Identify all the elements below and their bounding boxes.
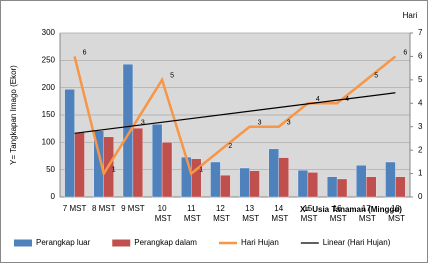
data-label: 1 (112, 166, 116, 173)
bar (210, 161, 221, 198)
x-tick-line: MST (182, 214, 201, 223)
x-tick-label: 10 MST (153, 204, 172, 223)
x-tick-label: 14 MST (269, 204, 288, 223)
y2-tick-label: 7 (418, 28, 423, 37)
data-label: 5 (170, 73, 174, 80)
x-tick-label: 13 MST (240, 204, 259, 223)
x-tick-line: 13 (245, 204, 254, 213)
y-tick-label: 250 (42, 55, 56, 64)
data-label: 6 (403, 49, 407, 56)
legend-swatch (14, 239, 32, 247)
bar (64, 89, 75, 198)
x-tick-line: 10 (158, 204, 167, 213)
bar (161, 142, 173, 198)
legend-label: Linear (Hari Hujan) (323, 238, 391, 247)
y-axis-label: Y= Tangkapan Imago (Ekor) (9, 65, 18, 165)
y-tick-label: 50 (46, 165, 55, 174)
bar (356, 165, 367, 198)
x-tick-line: MST (240, 214, 259, 223)
y2-tick-label: 6 (418, 52, 423, 61)
bar (239, 167, 250, 198)
y-tick-label: 150 (42, 110, 56, 119)
data-label: 3 (287, 120, 291, 127)
bar (268, 148, 279, 198)
x-tick-label: 7 MST (63, 204, 87, 213)
x-tick-label: 16 MST (328, 204, 347, 223)
data-label: 4 (316, 96, 320, 103)
bar (132, 127, 143, 198)
data-label: 4 (345, 96, 349, 103)
x-tick-label: 9 MST (121, 204, 145, 213)
bar (74, 132, 85, 198)
x-tick-label: 15 MST (298, 204, 317, 223)
legend-label: Hari Hujan (241, 238, 279, 247)
bar (307, 172, 318, 198)
x-tick-line: 11 (187, 204, 196, 213)
x-axis-label: X= Usia Tanaman (Minggu) (300, 205, 402, 214)
data-label: 3 (141, 120, 145, 127)
x-tick-label: 17 MST (357, 204, 376, 223)
y2-tick-label: 0 (418, 192, 423, 201)
bar (336, 178, 348, 198)
x-tick-line: 16 (333, 204, 342, 213)
x-tick-line: MST (153, 214, 172, 223)
trend-line (74, 92, 396, 134)
y-tick-label: 300 (42, 28, 56, 37)
bar (152, 124, 163, 198)
legend-swatch (112, 239, 131, 247)
data-label: 6 (83, 49, 87, 56)
y2-tick-label: 1 (418, 169, 423, 178)
x-tick-line: 17 (362, 204, 371, 213)
data-label: 1 (199, 166, 203, 173)
legend-label: Perangkap dalam (134, 238, 197, 247)
x-tick-line: MST (328, 214, 347, 223)
data-label: 3 (258, 120, 262, 127)
data-label: 2 (228, 143, 232, 150)
bar (220, 174, 231, 198)
y2-tick-label: 4 (418, 98, 423, 107)
bar (366, 176, 377, 198)
x-tick-line: 18 (391, 204, 400, 213)
bar (191, 158, 202, 198)
x-tick-line: MST (386, 214, 405, 223)
y-tick-label: 100 (42, 137, 56, 146)
bar (297, 170, 309, 198)
x-tick-line: 15 (303, 204, 312, 213)
y2-tick-label: 2 (418, 145, 423, 154)
bar (385, 161, 396, 198)
bar (181, 156, 192, 198)
x-tick-line: MST (211, 214, 230, 223)
data-label: 5 (374, 73, 378, 80)
y2-axis-label: Hari (403, 11, 418, 20)
legend-label: Perangkap luar (36, 238, 91, 247)
y-tick-label: 200 (42, 83, 56, 92)
x-tick-line: 12 (216, 204, 225, 213)
bar (327, 176, 338, 198)
x-tick-label: 12 MST (211, 204, 230, 223)
x-tick-line: MST (298, 214, 317, 223)
x-tick-line: 14 (274, 204, 283, 213)
x-tick-line: MST (269, 214, 288, 223)
y-tick-label: 0 (51, 192, 56, 201)
bar (278, 157, 289, 198)
y2-tick-label: 5 (418, 75, 423, 84)
x-tick-label: 18 MST (386, 204, 405, 223)
y2-tick-label: 3 (418, 122, 423, 131)
x-tick-line: MST (357, 214, 376, 223)
bar (395, 176, 406, 198)
x-tick-label: 8 MST (92, 204, 116, 213)
bar (249, 170, 260, 198)
x-tick-label: 11 MST (182, 204, 201, 223)
